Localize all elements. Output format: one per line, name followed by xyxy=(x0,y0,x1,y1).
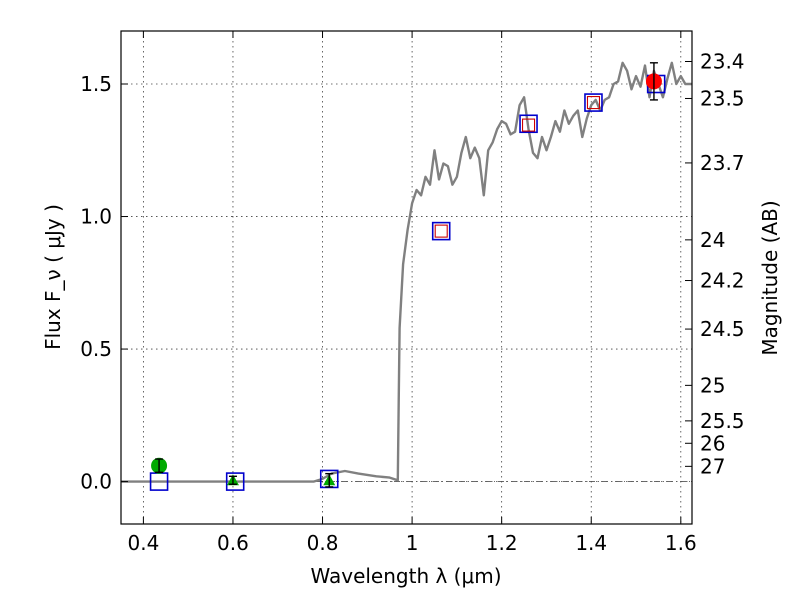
mag-tick-label: 23.5 xyxy=(700,86,745,110)
model-photometry-point xyxy=(584,93,603,112)
model-photometry-point xyxy=(431,221,451,241)
y-axis-right-label: Magnitude (AB) xyxy=(758,200,782,355)
model-spectrum-line xyxy=(121,61,692,483)
x-tick-label: 1.6 xyxy=(665,531,697,555)
y-tick-label: 0.0 xyxy=(80,470,112,494)
grid-lines xyxy=(121,31,692,524)
observed-open-layer xyxy=(434,96,601,238)
x-axis-label: Wavelength λ (μm) xyxy=(310,564,501,588)
mag-tick-label: 24.2 xyxy=(700,269,745,293)
mag-tick-label: 25 xyxy=(700,373,725,397)
x-tick-label: 0.6 xyxy=(217,531,249,555)
mag-tick-label: 26 xyxy=(700,431,725,455)
model-spectrum-layer xyxy=(121,61,692,483)
mag-tick-label: 24.5 xyxy=(700,317,745,341)
mag-tick-label: 23.7 xyxy=(700,151,745,175)
y-axis-label: Flux F_ν ( μJy ) xyxy=(41,204,65,350)
x-tick-label: 1.2 xyxy=(486,531,518,555)
y-tick-label: 1.0 xyxy=(80,205,112,229)
x-tick-label: 0.8 xyxy=(307,531,339,555)
axis-ticks: 0.4 0.6 0.8 1 1.2 1.4 1.6 0.0 0.5 1.0 1.5 23.4 23.5 2… xyxy=(80,31,745,555)
detections-layer xyxy=(151,62,662,488)
x-tick-label: 0.4 xyxy=(127,531,159,555)
mag-tick-label: 27 xyxy=(700,454,725,478)
observed-open-point xyxy=(521,118,536,132)
mag-tick-label: 23.4 xyxy=(700,50,745,74)
observed-open-point xyxy=(434,224,448,238)
model-photometry-point xyxy=(225,472,245,491)
y-tick-label: 1.5 xyxy=(80,72,112,96)
y-tick-label: 0.5 xyxy=(80,337,112,361)
model-photometry-point xyxy=(519,114,538,134)
mag-tick-label: 25.5 xyxy=(700,409,745,433)
x-tick-label: 1.4 xyxy=(575,531,607,555)
mag-tick-label: 24 xyxy=(700,228,725,252)
x-tick-label: 1 xyxy=(406,531,419,555)
plot-frame xyxy=(120,30,693,525)
observed-open-point xyxy=(586,96,601,110)
